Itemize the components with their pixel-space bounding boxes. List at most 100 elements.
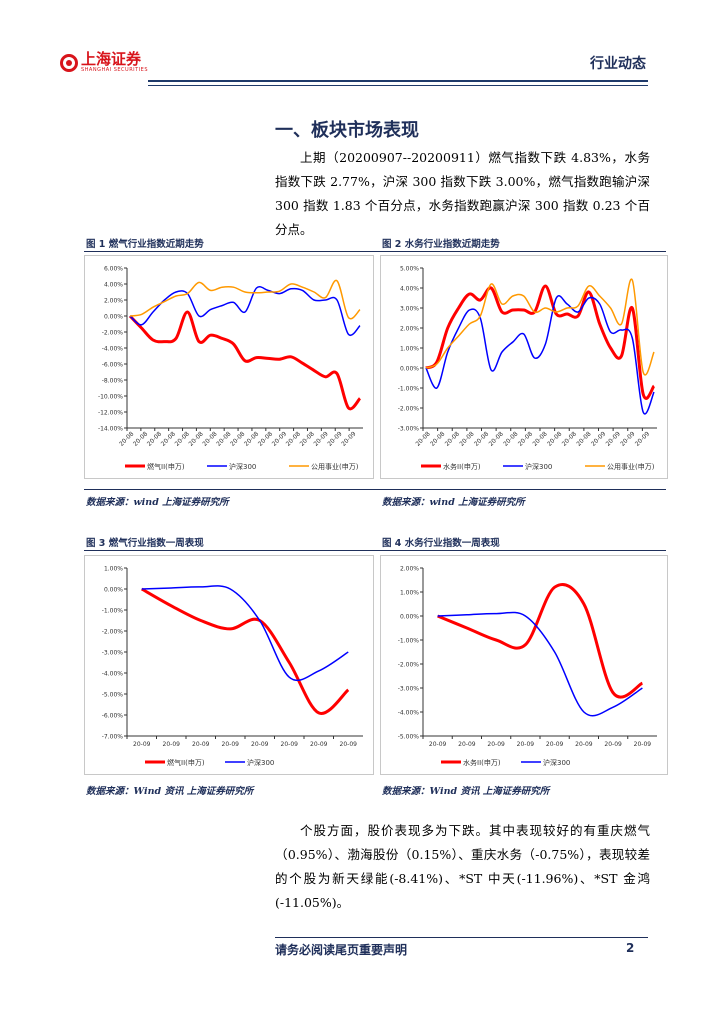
company-logo: 上海证券 SHANGHAI SECURITIES <box>60 52 148 73</box>
x-tick-label: 20-08 <box>299 430 316 447</box>
legend-label: 公用事业(申万) <box>607 462 655 471</box>
y-tick-label: -1.00% <box>102 608 124 615</box>
x-tick-label: 20-08 <box>229 430 246 447</box>
x-tick-label: 20-09 <box>340 741 358 748</box>
y-tick-label: -4.00% <box>102 346 124 353</box>
x-tick-label: 20-08 <box>174 430 191 447</box>
summary-text: 上期（20200907--20200911）燃气指数下跌 4.83%，水务指数下… <box>275 150 650 237</box>
x-tick-label: 20-09 <box>310 741 328 748</box>
legend-label: 水务II(申万) <box>443 462 481 471</box>
x-tick-label: 20-08 <box>118 430 135 447</box>
x-tick-label: 20-09 <box>251 741 269 748</box>
chart-2: 5.00% 4.00% 3.00% 2.00% 1.00% 0.00% -1.00% -2.0… <box>380 255 668 479</box>
y-tick-label: -5.00% <box>102 692 124 699</box>
x-tick-label: 20-08 <box>575 430 592 447</box>
legend-label: 公用事业(申万) <box>311 462 359 471</box>
legend-label: 沪深300 <box>543 758 570 767</box>
x-tick-label: 20-09 <box>590 430 607 447</box>
legend-label: 沪深300 <box>247 758 274 767</box>
y-tick-label: -10.00% <box>98 394 123 401</box>
figure-3-source: 数据来源：Wind 资讯 上海证券研究所 <box>86 786 254 797</box>
x-tick-label: 20-09 <box>546 741 564 748</box>
y-tick-label: 0.00% <box>400 614 419 621</box>
y-tick-label: -2.00% <box>398 406 420 413</box>
x-tick-label: 20-09 <box>312 430 329 447</box>
x-tick-label: 20-08 <box>243 430 260 447</box>
x-tick-label: 20-08 <box>187 430 204 447</box>
figure-4-source: 数据来源：Wind 资讯 上海证券研究所 <box>382 786 550 797</box>
divider <box>84 550 666 551</box>
figure-2-title: 图 2 水务行业指数近期走势 <box>382 239 500 250</box>
x-tick-label: 20-08 <box>502 430 519 447</box>
y-tick-label: 2.00% <box>104 298 123 305</box>
logo-icon <box>60 53 78 72</box>
divider <box>84 489 666 490</box>
footer-divider <box>275 937 648 938</box>
series-line-2 <box>425 278 655 376</box>
figure-1-source: 数据来源：wind 上海证券研究所 <box>86 497 229 508</box>
x-tick-label: 20-08 <box>132 430 149 447</box>
x-tick-label: 20-09 <box>222 741 240 748</box>
x-tick-label: 20-08 <box>257 430 274 447</box>
y-tick-label: -2.00% <box>398 662 420 669</box>
y-tick-label: -14.00% <box>98 426 123 433</box>
y-tick-label: 4.00% <box>400 286 419 293</box>
legend-label: 沪深300 <box>229 462 256 471</box>
x-tick-label: 20-09 <box>429 741 447 748</box>
y-tick-label: 1.00% <box>400 346 419 353</box>
stocks-paragraph: 个股方面，股价表现多为下跌。其中表现较好的有重庆燃气（0.95%）、渤海股份（0… <box>275 819 650 915</box>
chart-4: 2.00% 1.00% 0.00% -1.00% -2.00% -3.00% -4.00% -… <box>380 555 668 775</box>
figure-4-title: 图 4 水务行业指数一周表现 <box>382 538 500 549</box>
x-tick-label: 20-09 <box>634 430 651 447</box>
series-line-0 <box>128 310 362 411</box>
stocks-text: 个股方面，股价表现多为下跌。其中表现较好的有重庆燃气（0.95%）、渤海股份（0… <box>275 823 650 910</box>
x-tick-label: 20-08 <box>546 430 563 447</box>
x-tick-label: 20-09 <box>281 741 299 748</box>
series-line-2 <box>129 279 361 320</box>
x-tick-label: 20-09 <box>619 430 636 447</box>
y-tick-label: 1.00% <box>400 590 419 597</box>
y-tick-label: -8.00% <box>102 378 124 385</box>
y-tick-label: -5.00% <box>398 734 420 741</box>
x-tick-label: 20-09 <box>487 741 505 748</box>
y-tick-label: -7.00% <box>102 734 124 741</box>
x-tick-label: 20-08 <box>488 430 505 447</box>
page-number: 2 <box>626 941 635 955</box>
x-tick-label: 20-09 <box>192 741 210 748</box>
series-line-1 <box>141 585 349 682</box>
y-tick-label: 0.00% <box>400 366 419 373</box>
x-tick-label: 20-09 <box>271 430 288 447</box>
y-tick-label: 2.00% <box>400 566 419 573</box>
section-heading: 一、板块市场表现 <box>275 120 419 141</box>
series-line-0 <box>437 582 644 699</box>
x-tick-label: 20-09 <box>604 741 622 748</box>
x-tick-label: 20-09 <box>517 741 535 748</box>
x-tick-label: 20-08 <box>429 430 446 447</box>
y-tick-label: 0.00% <box>104 587 123 594</box>
series-line-1 <box>425 295 655 415</box>
logo-subtext: SHANGHAI SECURITIES <box>81 67 149 73</box>
y-tick-label: 1.00% <box>104 566 123 573</box>
y-tick-label: 3.00% <box>400 306 419 313</box>
x-tick-label: 20-09 <box>326 430 343 447</box>
y-tick-label: -3.00% <box>102 650 124 657</box>
y-tick-label: -1.00% <box>398 386 420 393</box>
x-tick-label: 20-09 <box>575 741 593 748</box>
legend-label: 燃气II(申万) <box>167 758 205 767</box>
y-tick-label: -12.00% <box>98 410 123 417</box>
y-tick-label: -6.00% <box>102 713 124 720</box>
chart-1: 6.00% 4.00% 2.00% 0.00% -2.00% -4.00% -6.00% -8… <box>84 255 374 479</box>
series-line-1 <box>437 611 643 717</box>
section-tag: 行业动态 <box>590 56 646 72</box>
legend-label: 水务II(申万) <box>463 758 501 767</box>
figure-2-source: 数据来源：wind 上海证券研究所 <box>382 497 525 508</box>
y-tick-label: -6.00% <box>102 362 124 369</box>
x-tick-label: 20-08 <box>146 430 163 447</box>
y-tick-label: -3.00% <box>398 686 420 693</box>
y-tick-label: 4.00% <box>104 282 123 289</box>
x-tick-label: 20-08 <box>561 430 578 447</box>
x-tick-label: 20-09 <box>634 741 652 748</box>
x-tick-label: 20-08 <box>444 430 461 447</box>
x-tick-label: 20-09 <box>340 430 357 447</box>
y-tick-label: 0.00% <box>104 314 123 321</box>
